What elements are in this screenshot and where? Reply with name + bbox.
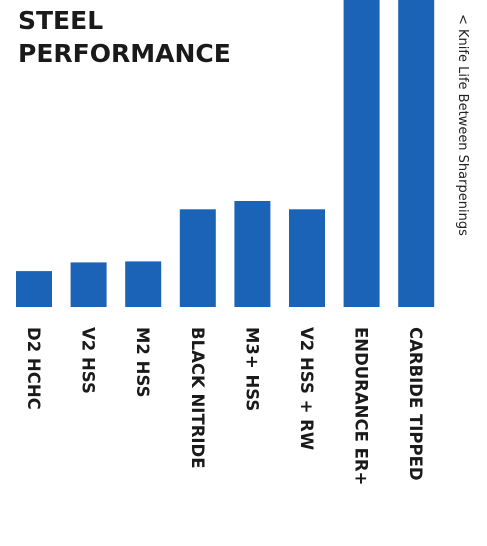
bar-m2-hss: [125, 261, 162, 307]
bar-d2-hchc: [16, 271, 52, 307]
bar-endurance-er: [343, 0, 380, 307]
bar-m3-hss: [234, 201, 271, 307]
bar-carbide-tipped: [398, 0, 435, 307]
bar-black-nitride: [179, 209, 216, 307]
category-label-v2-hss: V2 HSS: [79, 327, 98, 394]
category-label-v2-hss-rw: V2 HSS + RW: [297, 327, 316, 450]
category-label-m3-hss: M3+ HSS: [242, 327, 261, 411]
bar-v2-hss-rw: [289, 209, 325, 307]
category-label-m2-hss: M2 HSS: [133, 327, 152, 397]
category-label-black-nitride: BLACK NITRIDE: [188, 327, 207, 469]
chart-title: STEEL PERFORMANCE: [18, 4, 298, 70]
category-label-carbide-tipped: CARBIDE TIPPED: [406, 327, 425, 481]
category-labels-group: D2 HCHC V2 HSS M2 HSS BLACK NITRIDE M3+ HSS V…: [24, 327, 425, 485]
bars-group: [16, 0, 435, 307]
y-axis-label: < Knife Life Between Sharpenings: [455, 14, 470, 236]
category-label-d2-hchc: D2 HCHC: [24, 327, 43, 410]
category-label-endurance-er: ENDURANCE ER+: [352, 327, 371, 485]
bar-v2-hss: [70, 262, 107, 307]
chart-title-line-1: STEEL: [18, 6, 104, 35]
chart-title-line-2: PERFORMANCE: [18, 39, 231, 68]
